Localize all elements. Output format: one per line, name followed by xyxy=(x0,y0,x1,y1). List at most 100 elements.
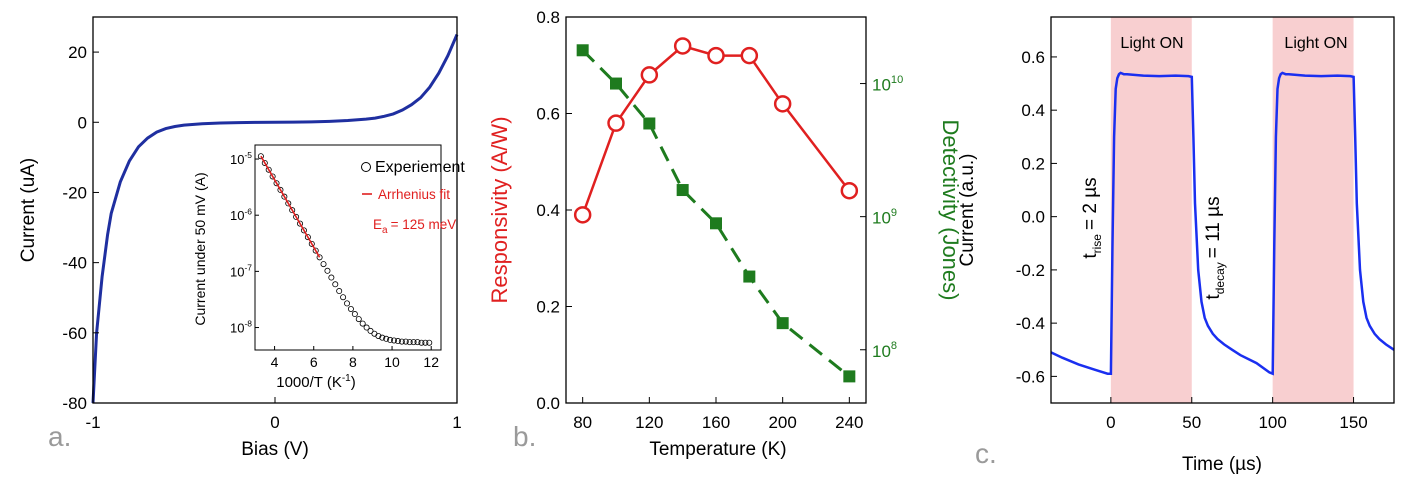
panel-b-x-label: Temperature (K) xyxy=(649,439,786,460)
y-tick-label: -0.6 xyxy=(1016,367,1045,386)
inset-x-tick-label: 6 xyxy=(310,354,318,370)
y-right-tick-label-base: 10 xyxy=(872,209,891,228)
inset-data-point xyxy=(277,186,284,193)
panel-a-plot xyxy=(91,33,459,404)
panel-a-x-label: Bias (V) xyxy=(241,439,309,460)
y-tick-label: 0 xyxy=(78,113,87,132)
inset-y-tick-label: 10-6 xyxy=(230,206,252,223)
y-tick-label: -40 xyxy=(62,254,87,273)
t-decay-annotation: tdecay = 11 µs xyxy=(1203,196,1227,299)
responsivity-marker xyxy=(707,46,725,65)
inset-data-point xyxy=(383,335,390,342)
inset-x-ticks: 4 6 8 10 12 xyxy=(271,346,439,370)
y-tick-label: -80 xyxy=(62,394,87,413)
t-rise-sub: rise xyxy=(1090,234,1104,254)
inset-data-point xyxy=(414,339,421,346)
inset-y-label: Current under 50 mV (A) xyxy=(192,172,208,325)
y-right-tick-label-exp: 9 xyxy=(891,207,897,219)
inset-data-point xyxy=(379,334,386,341)
panel-b-frame xyxy=(565,16,867,404)
y-tick-label: -0.2 xyxy=(1016,261,1045,280)
inset-data-point xyxy=(344,300,351,307)
y-tick-label: 20 xyxy=(68,43,87,62)
inset-data-point xyxy=(261,159,268,166)
inset-x-label-sup: -1 xyxy=(342,373,351,384)
y-tick-label: 0.0 xyxy=(1021,208,1045,227)
inset-data-point xyxy=(328,274,335,281)
panel-c-plot xyxy=(1050,17,1395,403)
t-rise-prefix: t xyxy=(1080,253,1101,259)
light-on-region xyxy=(1272,17,1354,403)
ea-sub: a xyxy=(382,225,388,236)
inset-data-point xyxy=(406,339,413,346)
inset-data-point xyxy=(257,153,264,160)
panel-c-x-label: Time (µs) xyxy=(1182,454,1262,475)
y-tick-label: 0.4 xyxy=(1021,101,1045,120)
light-on-label-1: Light ON xyxy=(1120,35,1183,52)
iv-curve xyxy=(91,33,459,404)
inset-data-point xyxy=(293,213,300,220)
inset-data-point xyxy=(297,220,304,227)
inset-data-point xyxy=(281,193,288,200)
t-rise-annotation: trise = 2 µs xyxy=(1080,177,1104,258)
t-decay-prefix: t xyxy=(1203,294,1224,300)
inset-data-point xyxy=(426,339,433,346)
t-rise-value: = 2 µs xyxy=(1080,177,1101,230)
panel-a-y-label: Current (uA) xyxy=(18,158,39,263)
panel-c-letter: c. xyxy=(975,438,997,469)
panel-b-plot xyxy=(573,37,859,383)
inset-plot xyxy=(257,153,433,346)
panel-c-y-label: Current (a.u.) xyxy=(957,154,978,267)
panel-c-y-ticks: 0.6 0.4 0.2 0.0 -0.2 -0.4 -0.6 xyxy=(1016,48,1057,386)
inset-y-tick-label-base: 10 xyxy=(230,321,244,336)
inset-data-point xyxy=(394,338,401,345)
inset-y-tick-label-exp: -7 xyxy=(244,263,252,273)
ea-value: = 125 meV xyxy=(391,217,457,232)
inset-frame xyxy=(254,144,442,351)
light-on-region xyxy=(1110,17,1192,403)
inset-data-point xyxy=(402,338,409,345)
responsivity-marker xyxy=(840,181,859,200)
responsivity-marker xyxy=(607,114,625,132)
inset-y-tick-label: 10-8 xyxy=(230,319,252,336)
responsivity-marker xyxy=(773,95,792,113)
inset-data-point xyxy=(418,339,425,346)
x-tick-label: 160 xyxy=(702,413,730,432)
legend-activation-energy: Ea = 125 meV xyxy=(373,217,456,236)
panel-b-y-label-left: Responsivity (A/W) xyxy=(487,116,512,303)
x-tick-label: 80 xyxy=(573,413,592,432)
inset-data-point xyxy=(351,311,358,318)
inset-x-label-close: ) xyxy=(351,374,356,391)
responsivity-marker xyxy=(673,37,692,55)
panel-a-x-ticks: -1 0 1 xyxy=(85,397,462,432)
detectivity-marker xyxy=(676,184,689,197)
inset-data-point xyxy=(375,332,382,339)
x-tick-label: 0 xyxy=(270,413,279,432)
x-tick-label: 200 xyxy=(768,413,796,432)
inset-data-point xyxy=(332,281,339,288)
inset-data-point xyxy=(316,254,323,261)
light-on-label-2: Light ON xyxy=(1284,35,1347,52)
y-right-tick-label: 1010 xyxy=(872,74,903,95)
inset-data-point xyxy=(308,240,315,247)
y-tick-label: -60 xyxy=(62,324,87,343)
y-right-tick-label-exp: 10 xyxy=(891,74,903,86)
responsivity-marker xyxy=(640,66,659,84)
panel-c-x-ticks: 0 50 100 150 xyxy=(1106,397,1368,432)
inset-data-point xyxy=(347,305,354,312)
t-decay-value: = 11 µs xyxy=(1203,196,1224,258)
legend-experiment: Experiement xyxy=(375,159,465,176)
inset-data-point xyxy=(273,180,280,187)
inset-data-point xyxy=(300,227,307,234)
detectivity-marker xyxy=(643,117,656,130)
y-right-tick-label: 109 xyxy=(872,207,897,228)
panel-c: 0 50 100 150 0.6 0.4 0.2 0.0 -0.2 -0.4 -0.6 Time … xyxy=(957,16,1395,475)
inset-background xyxy=(233,145,441,350)
inset-x-tick-label: 12 xyxy=(423,354,439,370)
inset-y-ticks: 10-5 10-6 10 -7 10-8 xyxy=(230,150,259,336)
inset-y-tick-label: 10-5 xyxy=(230,150,252,167)
y-right-tick-label-exp: 8 xyxy=(891,340,897,352)
arrhenius-fit-line xyxy=(260,155,321,258)
